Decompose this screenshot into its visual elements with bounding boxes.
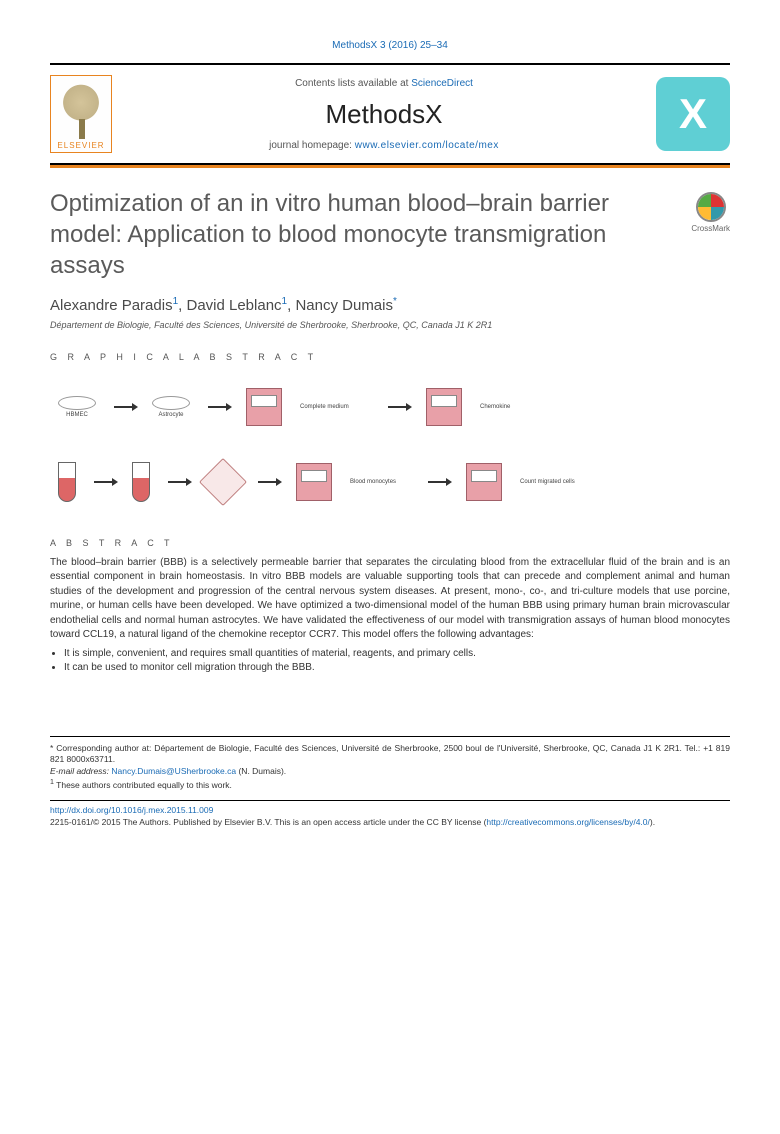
title-row: Optimization of an in vitro human blood–…: [50, 188, 730, 282]
author-2[interactable]: David Leblanc: [186, 297, 281, 314]
ga-label-count: Count migrated cells: [520, 479, 580, 485]
author-3[interactable]: Nancy Dumais: [295, 297, 393, 314]
copyright-close: ).: [650, 817, 655, 827]
email-line: E-mail address: Nancy.Dumais@USherbrooke…: [50, 766, 730, 778]
ga-row-1: HBMEC Astrocyte Complete medium Chemokin…: [50, 370, 730, 445]
ga-arrow-icon: [258, 481, 278, 483]
contents-prefix: Contents lists available at: [295, 78, 411, 89]
author-2-sup[interactable]: 1: [282, 296, 288, 307]
email-link[interactable]: Nancy.Dumais@USherbrooke.ca: [111, 766, 236, 776]
ga-tube-icon: [58, 462, 76, 502]
homepage-prefix: journal homepage:: [269, 140, 355, 151]
ga-dish-icon: [152, 396, 190, 410]
author-1[interactable]: Alexandre Paradis: [50, 297, 173, 314]
journal-name: MethodsX: [126, 99, 642, 130]
ga-dish-icon: [58, 396, 96, 410]
abstract-body: The blood–brain barrier (BBB) is a selec…: [50, 556, 730, 643]
ga-arrow-icon: [208, 406, 228, 408]
ga-tube-icon: [132, 462, 150, 502]
ga-arrow-icon: [114, 406, 134, 408]
doi-link[interactable]: http://dx.doi.org/10.1016/j.mex.2015.11.…: [50, 805, 213, 815]
ga-label-chemokine: Chemokine: [480, 404, 510, 410]
email-suffix: (N. Dumais).: [236, 766, 286, 776]
crossmark-badge[interactable]: CrossMark: [691, 192, 730, 233]
sciencedirect-link[interactable]: ScienceDirect: [411, 78, 473, 89]
ga-label-monocytes: Blood monocytes: [350, 479, 410, 485]
email-label: E-mail address:: [50, 766, 111, 776]
contents-list-line: Contents lists available at ScienceDirec…: [126, 78, 642, 89]
cc-license-link[interactable]: http://creativecommons.org/licenses/by/4…: [486, 817, 649, 827]
equal-contribution-note: 1 These authors contributed equally to t…: [50, 778, 730, 792]
article-page: MethodsX 3 (2016) 25–34 ELSEVIER Content…: [0, 0, 780, 859]
journal-cover-logo[interactable]: X: [656, 77, 730, 151]
footnotes: * Corresponding author at: Département d…: [50, 736, 730, 792]
corresponding-author-note: * Corresponding author at: Département d…: [50, 743, 730, 767]
ga-well-icon: [296, 463, 332, 501]
ga-arrow-icon: [428, 481, 448, 483]
crossmark-label: CrossMark: [691, 224, 730, 233]
author-1-sup[interactable]: 1: [173, 296, 179, 307]
ga-row-2: Blood monocytes Count migrated cells: [50, 445, 730, 520]
elsevier-logo[interactable]: ELSEVIER: [50, 75, 112, 153]
corr-text: Corresponding author at: Département de …: [50, 743, 730, 765]
ga-label-hbmec: HBMEC: [66, 412, 88, 418]
graphical-abstract-heading: G R A P H I C A L A B S T R A C T: [50, 352, 730, 362]
copyright-line: 2215-0161/© 2015 The Authors. Published …: [50, 817, 486, 827]
crossmark-icon: [696, 192, 726, 222]
ga-arrow-icon: [388, 406, 408, 408]
homepage-link[interactable]: www.elsevier.com/locate/mex: [355, 140, 499, 151]
ga-well-icon: [246, 388, 282, 426]
abstract-heading: A B S T R A C T: [50, 538, 730, 548]
header-citation: MethodsX 3 (2016) 25–34: [50, 40, 730, 51]
ga-well-icon: [466, 463, 502, 501]
abstract-bullet-2: It can be used to monitor cell migration…: [64, 661, 730, 676]
copyright-block: http://dx.doi.org/10.1016/j.mex.2015.11.…: [50, 800, 730, 829]
affiliation: Département de Biologie, Faculté des Sci…: [50, 320, 730, 330]
article-title: Optimization of an in vitro human blood–…: [50, 188, 675, 282]
authors-line: Alexandre Paradis1, David Leblanc1, Nanc…: [50, 296, 730, 314]
abstract-bullets: It is simple, convenient, and requires s…: [64, 647, 730, 676]
ga-slide-icon: [199, 458, 247, 506]
abstract-bullet-1: It is simple, convenient, and requires s…: [64, 647, 730, 662]
note1-text: These authors contributed equally to thi…: [54, 780, 232, 790]
author-3-sup[interactable]: *: [393, 296, 397, 307]
masthead: ELSEVIER Contents lists available at Sci…: [50, 63, 730, 165]
elsevier-name: ELSEVIER: [57, 139, 104, 152]
elsevier-tree-icon: [56, 83, 106, 139]
homepage-line: journal homepage: www.elsevier.com/locat…: [126, 140, 642, 151]
masthead-center: Contents lists available at ScienceDirec…: [126, 78, 642, 151]
ga-well-icon: [426, 388, 462, 426]
ga-label-medium: Complete medium: [300, 404, 370, 410]
masthead-bottom-accent: [50, 165, 730, 168]
ga-arrow-icon: [168, 481, 188, 483]
journal-logo-letter: X: [679, 90, 707, 138]
ga-arrow-icon: [94, 481, 114, 483]
graphical-abstract-figure: HBMEC Astrocyte Complete medium Chemokin…: [50, 370, 730, 520]
ga-label-astrocyte: Astrocyte: [158, 412, 183, 418]
